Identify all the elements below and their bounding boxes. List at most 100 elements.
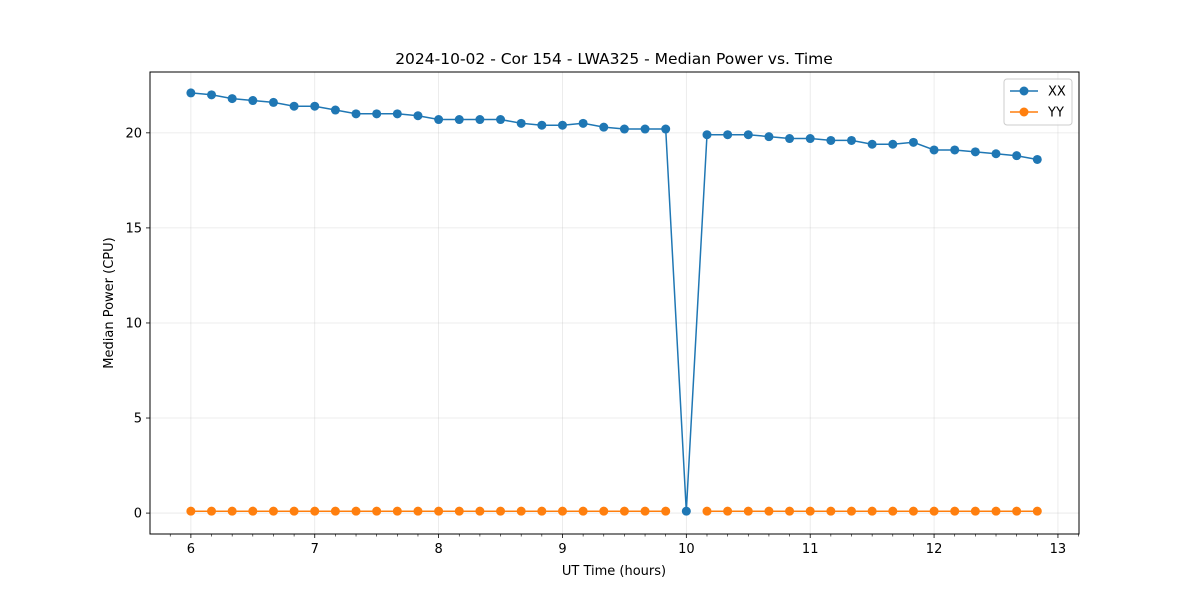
data-point [619,124,629,134]
data-point [991,506,1001,516]
data-point [537,120,547,130]
data-point [434,115,444,125]
data-point [475,506,485,516]
x-tick-label: 11 [802,542,819,557]
data-point [578,118,588,128]
x-tick-label: 12 [926,542,943,557]
data-point [496,115,506,125]
data-point [1032,154,1042,164]
data-point [475,115,485,125]
data-point [516,118,526,128]
series-line [190,92,1038,512]
data-point [434,506,444,516]
data-point [413,111,423,121]
data-point [248,96,258,106]
data-point [991,149,1001,159]
data-point [950,506,960,516]
data-point [681,506,691,516]
data-point [785,506,795,516]
data-point [1012,506,1022,516]
data-point [186,88,196,98]
data-point [454,115,464,125]
x-tick-label: 8 [434,542,442,557]
series [186,88,1042,516]
legend: XX YY [1003,78,1073,126]
data-point [289,101,299,111]
data-point [805,506,815,516]
data-point [743,506,753,516]
data-point [537,506,547,516]
data-point [640,124,650,134]
data-point [516,506,526,516]
data-point [846,506,856,516]
data-point [723,506,733,516]
data-point [764,132,774,142]
data-point [723,130,733,140]
data-point [805,134,815,144]
data-point [496,506,506,516]
data-point [268,506,278,516]
x-tick-label: 6 [187,542,195,557]
legend-label: XX [1048,85,1066,100]
data-point [888,506,898,516]
data-point [207,90,217,100]
data-point [207,506,217,516]
legend-marker [1019,86,1029,96]
data-point [310,101,320,111]
data-point [310,506,320,516]
data-point [227,94,237,104]
data-point [826,506,836,516]
x-tick-label: 7 [311,542,319,557]
data-point [372,506,382,516]
data-point [619,506,629,516]
plot-frame [149,71,1080,535]
x-tick-label: 10 [678,542,695,557]
data-point [392,109,402,119]
data-point [908,506,918,516]
data-point [454,506,464,516]
data-point [351,109,361,119]
chart-title: 2024-10-02 - Cor 154 - LWA325 - Median P… [395,50,833,68]
data-point [826,135,836,145]
data-point [330,506,340,516]
x-tick-label: 13 [1050,542,1067,557]
data-point [372,109,382,119]
data-point [970,506,980,516]
data-point [970,147,980,157]
data-point [661,124,671,134]
data-point [702,130,712,140]
y-tick-label: 5 [134,412,142,427]
data-point [392,506,402,516]
data-point [764,506,774,516]
data-point [413,506,423,516]
data-point [702,506,712,516]
legend-marker [1019,107,1029,117]
data-point [640,506,650,516]
data-point [867,506,877,516]
data-point [227,506,237,516]
data-point [578,506,588,516]
y-tick-label: 0 [134,507,142,522]
data-point [929,145,939,155]
series-xx [186,88,1042,516]
x-tick-label: 9 [558,542,566,557]
grid [150,72,1079,534]
x-axis-label: UT Time (hours) [562,564,666,579]
data-point [1012,151,1022,161]
data-point [557,120,567,130]
data-point [289,506,299,516]
data-point [248,506,258,516]
y-tick-label: 15 [125,221,142,236]
data-point [1032,506,1042,516]
data-point [888,139,898,149]
data-point [929,506,939,516]
legend-label: YY [1047,106,1064,121]
y-tick-label: 10 [125,316,142,331]
data-point [330,105,340,115]
data-point [268,97,278,107]
data-point [846,135,856,145]
ticks: 6 7 8 9 10 11 12 13 0 5 10 15 20 [125,126,1079,557]
data-point [599,122,609,132]
data-point [351,506,361,516]
